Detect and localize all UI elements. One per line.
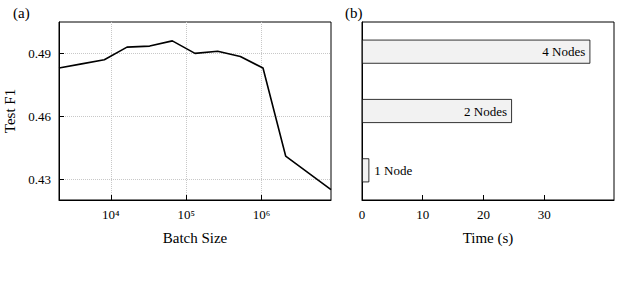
svg-text:10⁴: 10⁴ — [102, 207, 120, 222]
svg-text:2 Nodes: 2 Nodes — [464, 104, 507, 119]
svg-text:Time (s): Time (s) — [463, 230, 514, 247]
svg-text:30: 30 — [538, 207, 551, 222]
svg-text:0.46: 0.46 — [28, 109, 51, 124]
svg-text:0: 0 — [359, 207, 366, 222]
svg-text:1 Node: 1 Node — [374, 163, 412, 178]
svg-text:0.43: 0.43 — [28, 172, 51, 187]
svg-text:(b): (b) — [345, 5, 363, 22]
svg-text:Batch Size: Batch Size — [163, 230, 228, 246]
svg-text:10⁵: 10⁵ — [177, 207, 195, 222]
svg-text:0.49: 0.49 — [28, 46, 51, 61]
svg-text:4 Nodes: 4 Nodes — [542, 44, 585, 59]
svg-text:(a): (a) — [13, 5, 30, 22]
svg-text:10: 10 — [416, 207, 429, 222]
svg-text:20: 20 — [477, 207, 490, 222]
svg-text:10⁶: 10⁶ — [253, 207, 271, 222]
svg-text:Test F1: Test F1 — [2, 89, 18, 133]
